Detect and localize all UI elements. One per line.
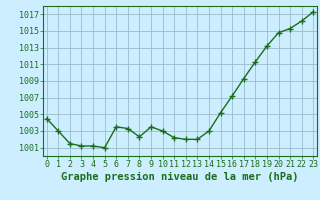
X-axis label: Graphe pression niveau de la mer (hPa): Graphe pression niveau de la mer (hPa)	[61, 172, 299, 182]
